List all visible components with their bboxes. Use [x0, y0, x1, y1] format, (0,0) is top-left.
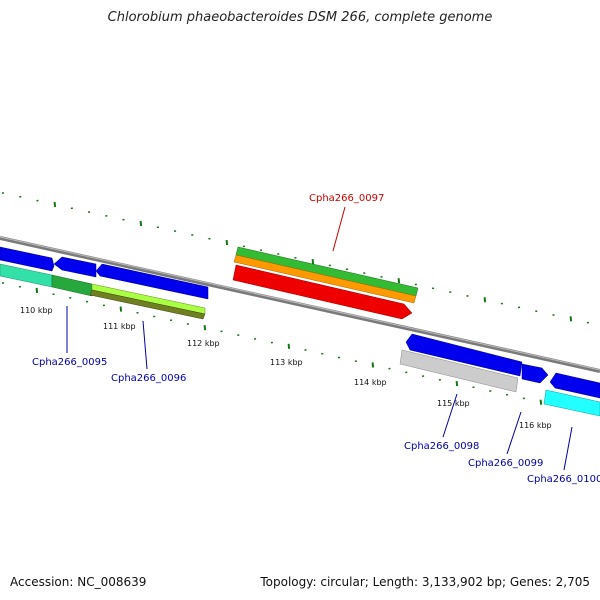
tick-major — [203, 325, 207, 331]
gene-arrow-left-1[interactable] — [0, 246, 55, 272]
tick-major — [483, 297, 487, 303]
gene-arrow-right-1[interactable] — [405, 333, 523, 377]
gene-label-0099[interactable]: Cpha266_0099 — [468, 458, 543, 469]
gene-arrow-right-3[interactable] — [549, 372, 600, 399]
genome-summary-text: Topology: circular; Length: 3,133,902 bp… — [260, 575, 590, 589]
kbp-label-113: 113 kbp — [270, 358, 303, 367]
genome-backbone-highlight — [0, 236, 600, 371]
leader-0098 — [442, 393, 458, 438]
gene-stack-orange[interactable] — [233, 254, 417, 304]
leader-0100 — [563, 426, 573, 471]
gene-label-0096[interactable]: Cpha266_0096 — [111, 373, 186, 384]
gene-label-0100[interactable]: Cpha266_0100 — [527, 474, 600, 485]
leader-0096 — [142, 320, 148, 370]
kbp-label-114: 114 kbp — [354, 378, 387, 387]
tick-major — [311, 259, 315, 265]
kbp-label-112: 112 kbp — [187, 339, 220, 348]
tick-row-top — [2, 192, 589, 324]
leader-0099 — [506, 411, 522, 455]
tick-major — [119, 306, 123, 312]
gene-label-0097[interactable]: Cpha266_0097 — [309, 193, 384, 204]
accession-text: Accession: NC_008639 — [10, 575, 147, 589]
map-title: Chlorobium phaeobacteroides DSM 266, com… — [107, 10, 493, 25]
gene-arrow-left-2[interactable] — [53, 256, 97, 278]
gene-label-0095[interactable]: Cpha266_0095 — [32, 357, 107, 368]
tick-major — [371, 362, 375, 368]
kbp-label-115: 115 kbp — [437, 399, 470, 408]
tick-major — [397, 278, 401, 284]
tick-major — [539, 399, 543, 405]
tick-major — [569, 316, 573, 322]
tick-major — [53, 201, 57, 208]
gene-0097-arrow[interactable] — [232, 264, 413, 320]
leader-0097 — [332, 206, 346, 252]
gene-block-olive[interactable] — [89, 289, 206, 320]
gene-block-green[interactable] — [51, 274, 93, 297]
gene-label-0098[interactable]: Cpha266_0098 — [404, 441, 479, 452]
tick-major — [35, 287, 39, 294]
kbp-label-111: 111 kbp — [103, 322, 136, 331]
gene-block-cyan[interactable] — [543, 389, 600, 417]
tick-major — [287, 343, 291, 349]
tick-major — [225, 239, 229, 246]
tick-major — [139, 220, 143, 227]
kbp-label-116: 116 kbp — [519, 421, 552, 430]
kbp-label-110: 110 kbp — [20, 306, 53, 315]
gene-arrow-right-2[interactable] — [521, 363, 549, 384]
genome-backbone — [0, 236, 600, 373]
gene-arrow-left-3[interactable] — [95, 263, 209, 300]
gene-block-grey[interactable] — [399, 349, 519, 393]
tick-major — [455, 380, 459, 387]
